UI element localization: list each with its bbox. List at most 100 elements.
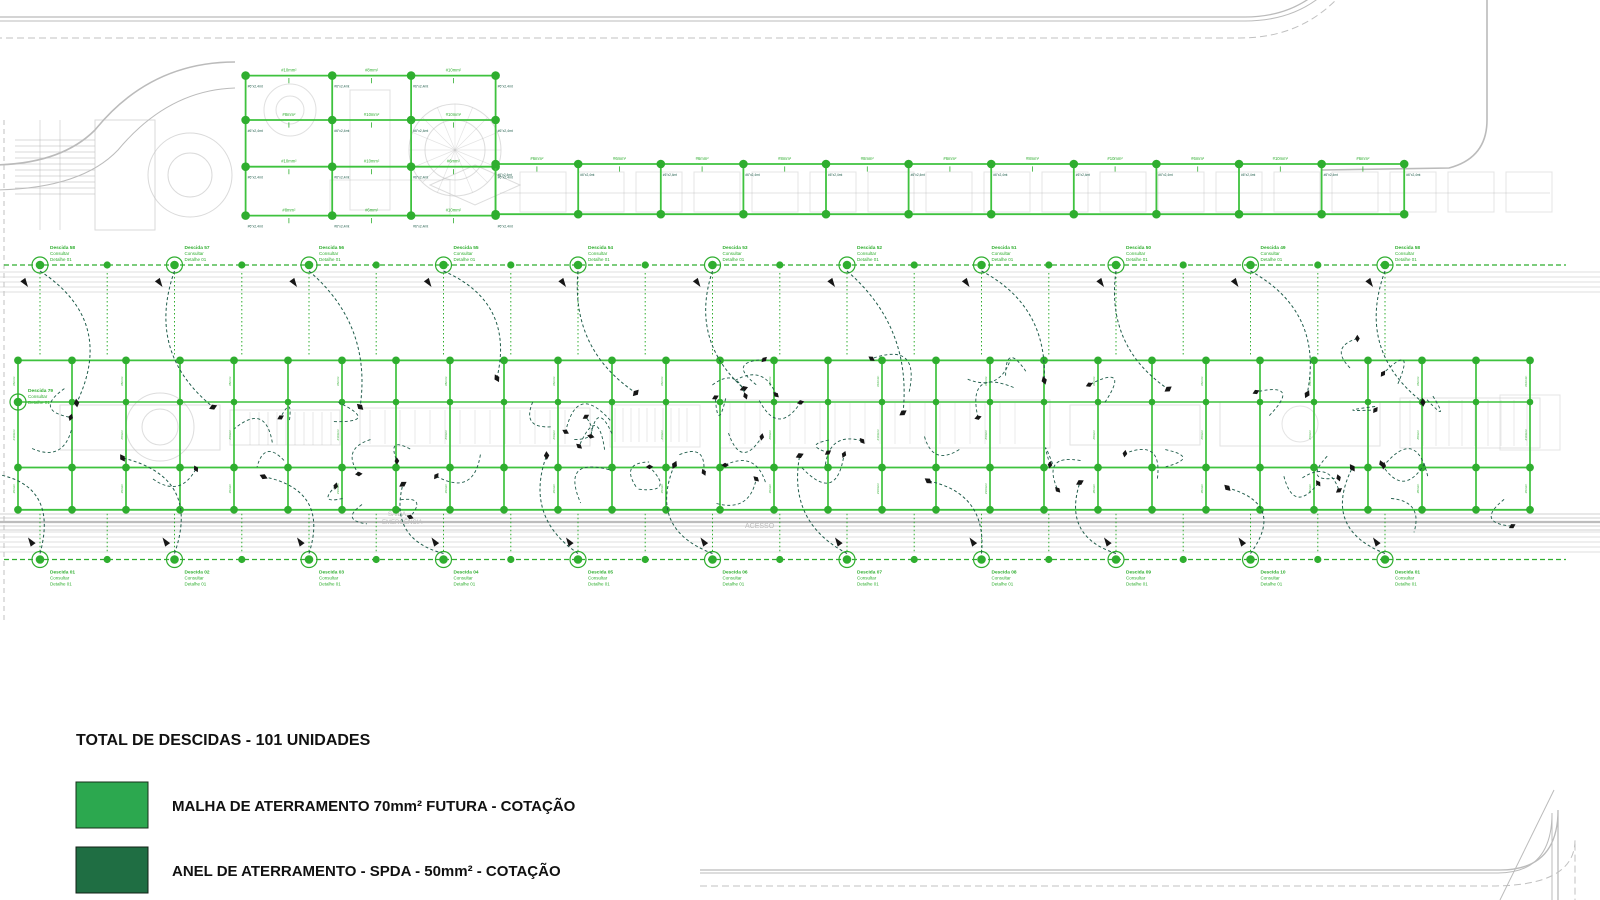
svg-text:#10mm²: #10mm² — [1524, 376, 1528, 387]
svg-text:Detalhe 01: Detalhe 01 — [185, 582, 207, 587]
svg-text:Consultar: Consultar — [50, 251, 70, 256]
svg-text:#8mm²: #8mm² — [120, 430, 124, 439]
svg-text:Consultar: Consultar — [1261, 251, 1281, 256]
svg-text:Consultar: Consultar — [857, 576, 877, 581]
svg-text:Consultar: Consultar — [454, 576, 474, 581]
svg-text:#10mm²: #10mm² — [281, 68, 297, 73]
svg-text:Consultar: Consultar — [319, 251, 339, 256]
svg-text:#6"x2,4mt: #6"x2,4mt — [334, 129, 349, 133]
svg-text:ANEL DE ATERRAMENTO - SPDA - 5: ANEL DE ATERRAMENTO - SPDA - 50mm² - COT… — [172, 862, 561, 880]
svg-text:Detalhe 01: Detalhe 01 — [992, 582, 1014, 587]
svg-text:#8mm²: #8mm² — [1200, 484, 1204, 493]
svg-text:#6mm²: #6mm² — [696, 156, 710, 161]
svg-text:#6mm²: #6mm² — [1416, 377, 1420, 386]
svg-text:#8mm²: #8mm² — [1200, 430, 1204, 439]
svg-text:#6mm²: #6mm² — [660, 484, 664, 493]
svg-text:#6"x2,4mt: #6"x2,4mt — [911, 173, 925, 177]
svg-text:Detalhe 01: Detalhe 01 — [50, 582, 72, 587]
svg-text:#8mm²: #8mm² — [228, 377, 232, 386]
svg-text:#8mm²: #8mm² — [1416, 430, 1420, 439]
svg-text:Detalhe 01: Detalhe 01 — [723, 257, 745, 262]
svg-text:#10mm²: #10mm² — [876, 483, 880, 494]
svg-text:Consultar: Consultar — [992, 576, 1012, 581]
svg-text:#6mm²: #6mm² — [447, 159, 461, 164]
svg-text:ACESSO: ACESSO — [745, 523, 775, 530]
svg-text:#6"x2,4mt: #6"x2,4mt — [334, 85, 349, 89]
svg-text:#6mm²: #6mm² — [660, 430, 664, 439]
svg-text:#6mm²: #6mm² — [613, 156, 627, 161]
svg-text:#6mm²: #6mm² — [1191, 156, 1205, 161]
svg-text:#6"x2,4mt: #6"x2,4mt — [1406, 173, 1420, 177]
svg-text:#10mm²: #10mm² — [1273, 156, 1289, 161]
svg-text:#6"x2,4mt: #6"x2,4mt — [413, 225, 428, 229]
svg-text:#6mm²: #6mm² — [365, 208, 379, 213]
svg-text:#8mm²: #8mm² — [861, 156, 875, 161]
svg-text:#6"x2,4mt: #6"x2,4mt — [413, 129, 428, 133]
svg-text:Detalhe 01: Detalhe 01 — [28, 400, 50, 405]
svg-text:Consultar: Consultar — [454, 251, 474, 256]
svg-text:#10mm²: #10mm² — [876, 429, 880, 440]
svg-text:#6mm²: #6mm² — [228, 484, 232, 493]
svg-text:#6"x2,4mt: #6"x2,4mt — [248, 225, 263, 229]
svg-text:#6"x2,4mt: #6"x2,4mt — [248, 85, 263, 89]
svg-text:Detalhe 01: Detalhe 01 — [1395, 257, 1417, 262]
svg-text:Detalhe 01: Detalhe 01 — [723, 582, 745, 587]
svg-text:#8mm²: #8mm² — [768, 377, 772, 386]
svg-text:TOTAL DE DESCIDAS - 101 UNIDAD: TOTAL DE DESCIDAS - 101 UNIDADES — [76, 732, 371, 749]
svg-text:#8mm²: #8mm² — [282, 112, 296, 117]
svg-text:#6mm²: #6mm² — [530, 156, 544, 161]
svg-text:Detalhe 01: Detalhe 01 — [50, 257, 72, 262]
svg-text:#6mm²: #6mm² — [552, 377, 556, 386]
svg-text:Consultar: Consultar — [588, 251, 608, 256]
svg-text:#10mm²: #10mm² — [336, 429, 340, 440]
svg-text:Consultar: Consultar — [185, 576, 205, 581]
svg-text:Consultar: Consultar — [857, 251, 877, 256]
svg-text:Consultar: Consultar — [723, 576, 743, 581]
svg-text:#8mm²: #8mm² — [444, 377, 448, 386]
svg-text:Consultar: Consultar — [1261, 576, 1281, 581]
svg-text:#10mm²: #10mm² — [876, 376, 880, 387]
svg-text:#10mm²: #10mm² — [1524, 429, 1528, 440]
svg-text:#6mm²: #6mm² — [444, 430, 448, 439]
svg-text:#10mm²: #10mm² — [1107, 156, 1123, 161]
svg-text:Detalhe 01: Detalhe 01 — [319, 582, 341, 587]
svg-text:#6"x2,4mt: #6"x2,4mt — [334, 176, 349, 180]
svg-text:#8mm²: #8mm² — [1092, 430, 1096, 439]
svg-text:Consultar: Consultar — [1395, 251, 1415, 256]
svg-text:#6"x2,4mt: #6"x2,4mt — [248, 129, 263, 133]
svg-text:#6"x2,4mt: #6"x2,4mt — [334, 225, 349, 229]
svg-text:#6mm²: #6mm² — [336, 377, 340, 386]
svg-text:Consultar: Consultar — [185, 251, 205, 256]
svg-text:Detalhe 01: Detalhe 01 — [992, 257, 1014, 262]
svg-text:#6mm²: #6mm² — [1308, 430, 1312, 439]
svg-text:#6mm²: #6mm² — [12, 484, 16, 493]
svg-text:#6mm²: #6mm² — [552, 430, 556, 439]
svg-text:Consultar: Consultar — [319, 576, 339, 581]
svg-text:Detalhe 01: Detalhe 01 — [454, 582, 476, 587]
svg-text:#6mm²: #6mm² — [660, 377, 664, 386]
svg-text:#6"x2,4mt: #6"x2,4mt — [1241, 173, 1255, 177]
svg-text:#6mm²: #6mm² — [1524, 484, 1528, 493]
svg-text:#6"x2,4mt: #6"x2,4mt — [248, 176, 263, 180]
svg-text:#8mm²: #8mm² — [282, 208, 296, 213]
svg-text:#6"x2,4mt: #6"x2,4mt — [413, 176, 428, 180]
svg-text:Consultar: Consultar — [723, 251, 743, 256]
svg-text:Detalhe 01: Detalhe 01 — [588, 257, 610, 262]
svg-text:#8mm²: #8mm² — [365, 68, 379, 73]
svg-text:Detalhe 01: Detalhe 01 — [185, 257, 207, 262]
svg-text:#6"x2,4mt: #6"x2,4mt — [993, 173, 1007, 177]
svg-text:MALHA DE ATERRAMENTO 70mm² FUT: MALHA DE ATERRAMENTO 70mm² FUTURA - COTA… — [172, 797, 576, 815]
svg-text:#6mm²: #6mm² — [120, 484, 124, 493]
svg-text:#6mm²: #6mm² — [228, 430, 232, 439]
svg-text:#6mm²: #6mm² — [12, 377, 16, 386]
svg-text:#10mm²: #10mm² — [446, 208, 462, 213]
svg-text:Consultar: Consultar — [1395, 576, 1415, 581]
svg-text:#6"x2,4mt: #6"x2,4mt — [1324, 173, 1338, 177]
svg-text:Detalhe 01: Detalhe 01 — [319, 257, 341, 262]
svg-text:#6"x2,4mt: #6"x2,4mt — [498, 129, 513, 133]
svg-text:#6"x2,4mt: #6"x2,4mt — [663, 173, 677, 177]
svg-text:#6mm²: #6mm² — [1356, 156, 1370, 161]
svg-text:Consultar: Consultar — [992, 251, 1012, 256]
svg-text:Detalhe 01: Detalhe 01 — [857, 582, 879, 587]
svg-text:#6mm²: #6mm² — [1200, 377, 1204, 386]
